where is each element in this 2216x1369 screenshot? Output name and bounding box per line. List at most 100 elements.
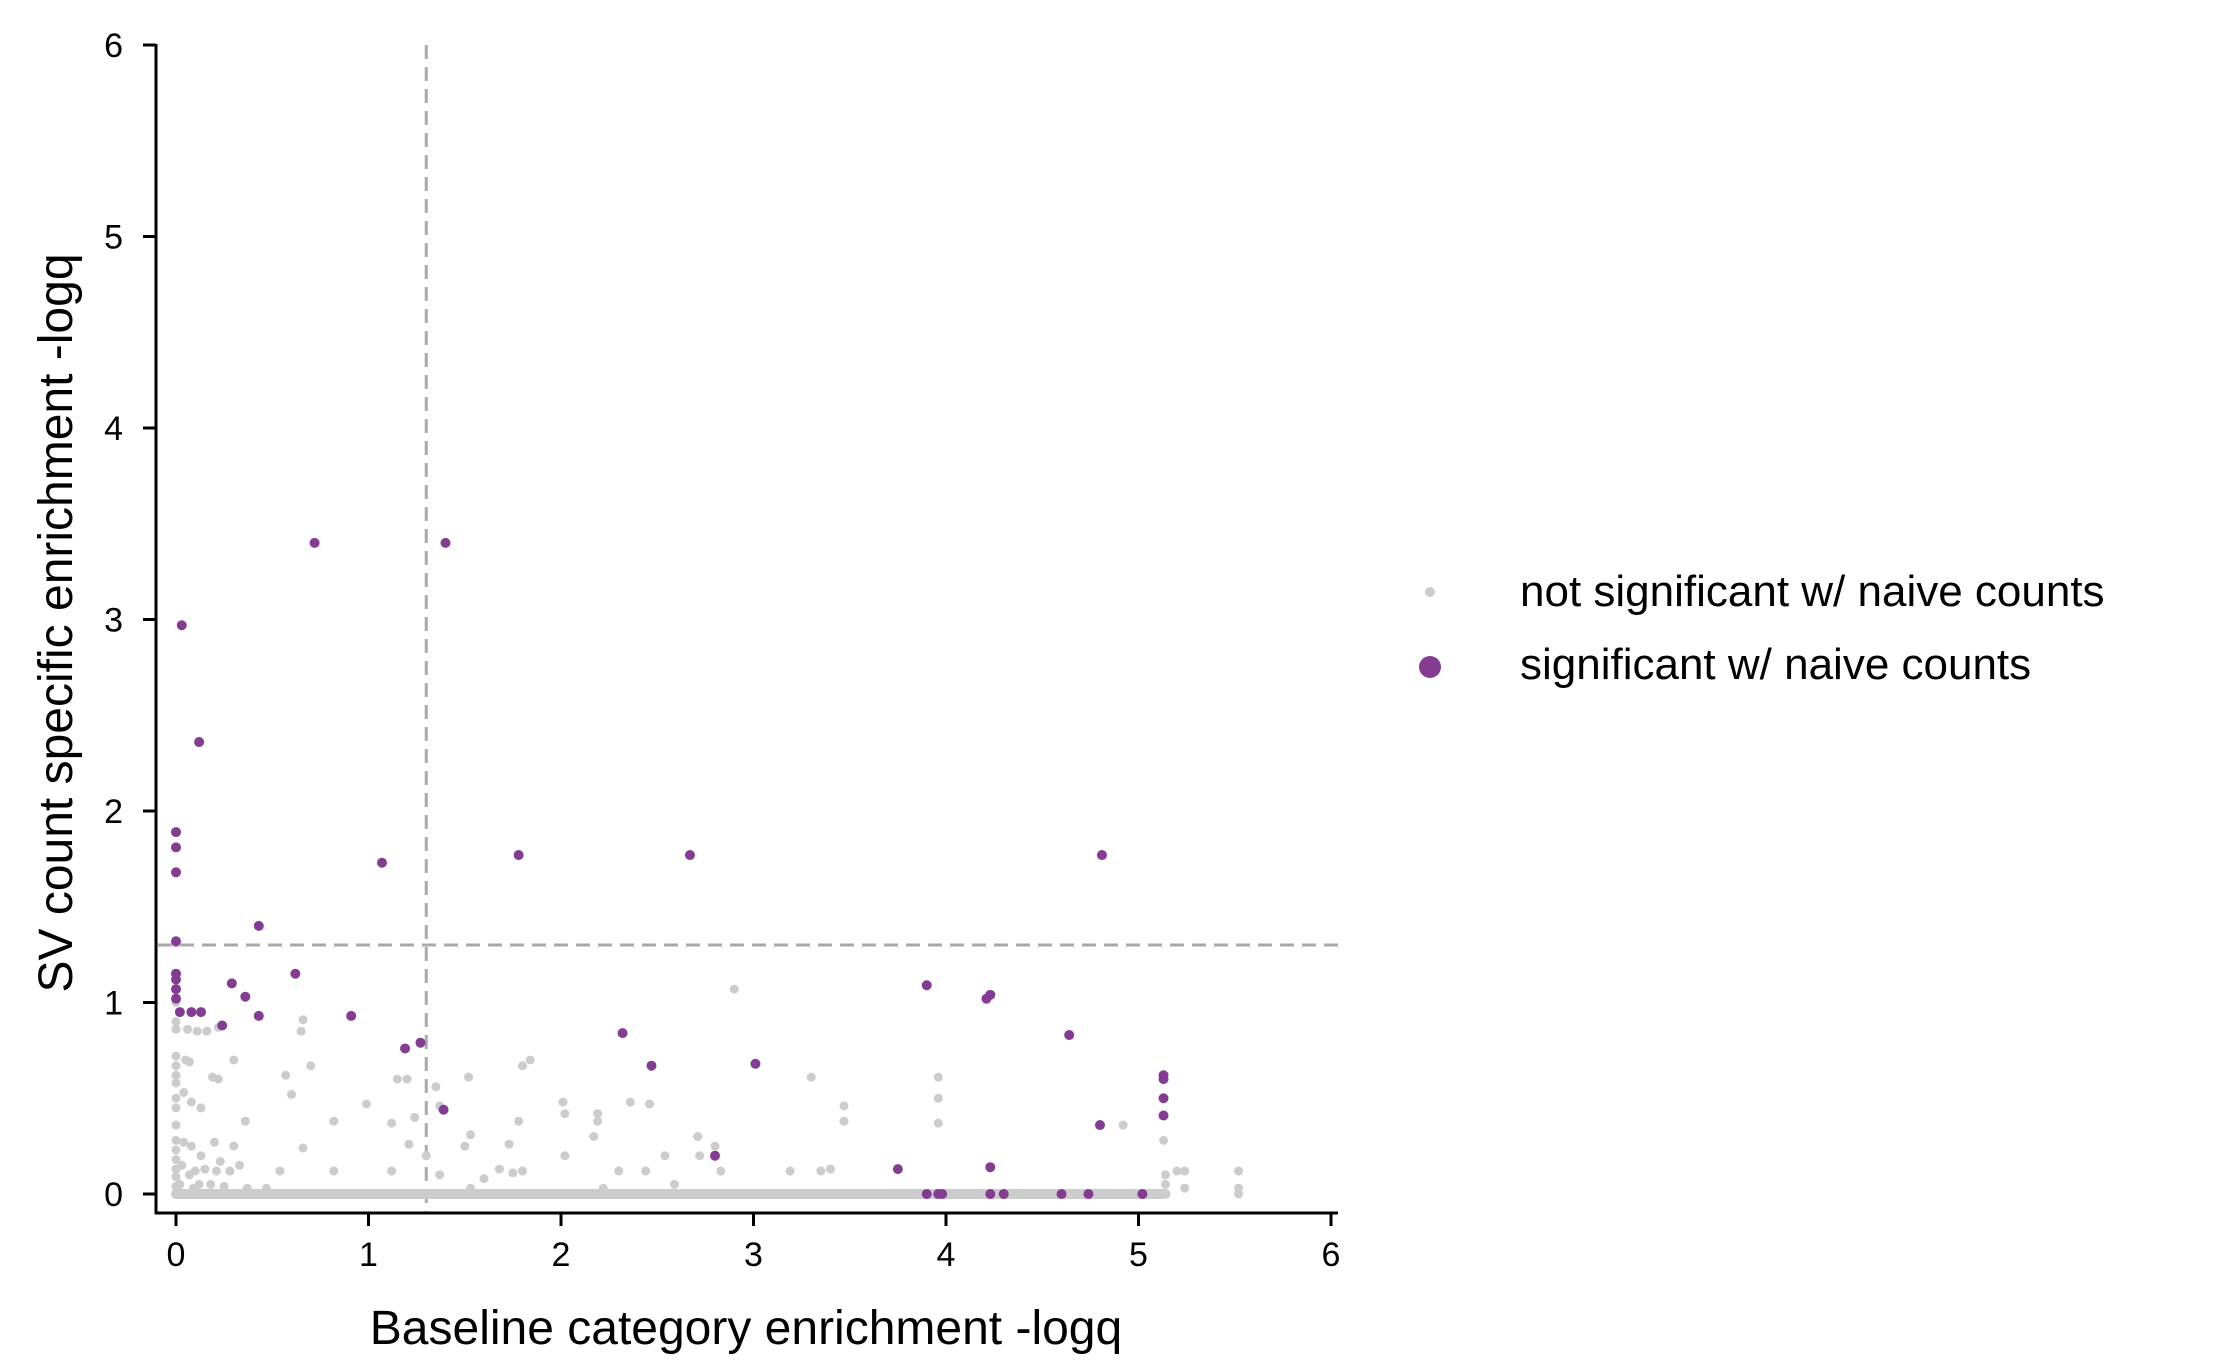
legend-marker-not-significant (1425, 587, 1435, 597)
data-point (593, 1116, 603, 1126)
legend-label-significant: significant w/ naive counts (1520, 640, 2031, 689)
data-point (213, 1074, 223, 1084)
data-point (171, 993, 181, 1004)
data-point (171, 1017, 181, 1027)
data-point (710, 1141, 720, 1151)
data-point (240, 991, 251, 1002)
data-point (171, 1155, 181, 1165)
data-point (1095, 1189, 1105, 1199)
y-tick-label: 3 (104, 602, 123, 640)
data-point (816, 1166, 826, 1176)
series-not-significant (171, 938, 1244, 1199)
data-point (641, 1166, 651, 1176)
y-tick-label: 1 (104, 985, 123, 1023)
data-point (1158, 1074, 1169, 1085)
legend-marker-significant (1419, 656, 1441, 678)
data-point (839, 1101, 849, 1111)
data-point (883, 1189, 893, 1199)
data-point (186, 1007, 197, 1018)
data-point (171, 1070, 181, 1080)
data-point (933, 1118, 943, 1128)
data-point (202, 1026, 212, 1036)
data-point (183, 1024, 193, 1034)
data-point (184, 1057, 194, 1067)
y-tick-label: 0 (104, 1176, 123, 1214)
data-point (710, 1150, 720, 1161)
data-point (625, 1097, 635, 1107)
data-point (192, 1026, 202, 1036)
data-point (171, 1051, 181, 1061)
data-point (660, 1151, 670, 1161)
data-point (210, 1137, 219, 1147)
data-point (415, 1037, 426, 1048)
axes: 0 1 2 3 4 5 6 0 1 2 3 4 5 6 (104, 27, 1340, 1274)
data-point (211, 1166, 221, 1176)
data-point (498, 1189, 508, 1199)
data-point (593, 1109, 603, 1119)
data-point (960, 1189, 970, 1199)
data-point (404, 1139, 414, 1149)
data-point (296, 1026, 306, 1036)
data-point (171, 827, 181, 838)
data-point (933, 1093, 943, 1103)
data-point (716, 1166, 726, 1176)
y-tick-label: 5 (104, 219, 123, 257)
data-point (518, 1061, 527, 1071)
data-point (261, 1183, 271, 1193)
data-point (479, 1174, 489, 1184)
data-point (179, 1137, 189, 1147)
data-point (364, 1189, 373, 1199)
data-point (171, 974, 181, 985)
data-point (186, 1097, 196, 1107)
data-point (826, 1189, 835, 1199)
data-point (200, 1189, 210, 1199)
data-point (864, 1189, 874, 1199)
y-tick-label: 6 (104, 27, 123, 65)
data-point (617, 1028, 628, 1039)
data-point (1083, 1189, 1094, 1199)
data-point (362, 1099, 372, 1109)
data-point (171, 936, 181, 947)
y-ticks: 0 1 2 3 4 5 6 (104, 27, 156, 1214)
data-point (518, 1166, 527, 1176)
data-point (253, 920, 264, 931)
data-point (460, 1141, 470, 1151)
data-point (387, 1166, 397, 1176)
data-point (171, 1061, 181, 1071)
data-point (190, 1166, 200, 1176)
data-point (175, 1179, 185, 1189)
data-point (240, 1116, 250, 1126)
data-point (298, 1143, 308, 1153)
data-point (1157, 1189, 1167, 1199)
data-point (440, 537, 451, 548)
data-point (614, 1189, 624, 1199)
data-point (1037, 1189, 1047, 1199)
x-tick-label: 5 (1129, 1236, 1148, 1274)
data-point (387, 1118, 397, 1128)
data-point (1096, 850, 1107, 861)
data-point (749, 1189, 758, 1199)
data-point (171, 1120, 181, 1130)
series-significant (171, 537, 1169, 1199)
data-point (329, 1166, 339, 1176)
data-point (460, 1189, 470, 1199)
data-point (309, 537, 320, 548)
data-point (306, 1189, 316, 1199)
y-tick-label: 4 (104, 410, 123, 448)
data-point (633, 1189, 643, 1199)
data-point (421, 1151, 431, 1161)
data-point (513, 850, 524, 861)
data-point (171, 984, 181, 995)
data-point (729, 1189, 739, 1199)
data-point (176, 620, 187, 631)
data-point (729, 984, 739, 994)
data-point (1018, 1189, 1028, 1199)
data-point (253, 1010, 264, 1021)
data-point (186, 1141, 196, 1151)
data-point (750, 1058, 761, 1069)
data-point (226, 978, 237, 989)
data-point (242, 1183, 252, 1193)
data-point (287, 1189, 296, 1199)
data-point (196, 1007, 207, 1018)
